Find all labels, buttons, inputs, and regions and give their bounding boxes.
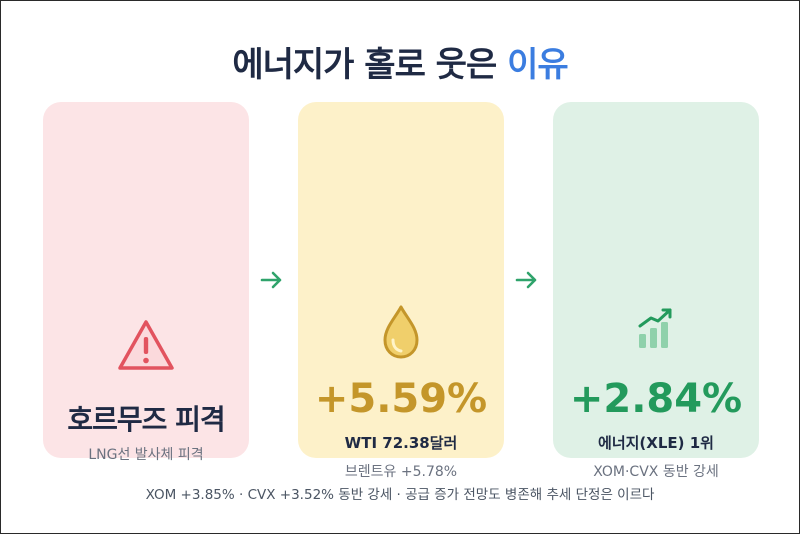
page-title: 에너지가 홀로 웃은 이유 bbox=[1, 37, 799, 86]
card-oil-sub: WTI 72.38달러 bbox=[344, 434, 458, 452]
card-oil: +5.59% WTI 72.38달러 브렌트유 +5.78% bbox=[298, 102, 504, 480]
footer-caption: XOM +3.85% · CVX +3.52% 동반 강세 · 공급 증가 전망… bbox=[145, 487, 655, 503]
title-main: 에너지가 홀로 웃은 bbox=[232, 45, 497, 85]
card-oil-note: 브렌트유 +5.78% bbox=[344, 464, 458, 480]
chart-up-icon bbox=[553, 306, 759, 366]
card-hormuz-headline: 호르무즈 피격 bbox=[67, 403, 225, 436]
warning-icon bbox=[43, 318, 249, 378]
card-oil-headline: +5.59% bbox=[314, 376, 488, 422]
arrow-right-icon bbox=[514, 269, 540, 291]
card-hormuz-note: LNG선 발사체 피격 bbox=[88, 447, 204, 463]
card-hormuz: 호르무즈 피격 LNG선 발사체 피격 bbox=[43, 102, 249, 463]
card-energy-note: XOM·CVX 동반 강세 bbox=[593, 464, 719, 480]
oil-drop-icon bbox=[298, 304, 504, 364]
card-energy-headline: +2.84% bbox=[569, 376, 743, 422]
card-energy: +2.84% 에너지(XLE) 1위 XOM·CVX 동반 강세 bbox=[553, 102, 759, 480]
card-energy-sub: 에너지(XLE) 1위 bbox=[598, 434, 714, 452]
title-accent: 이유 bbox=[507, 45, 569, 85]
arrow-right-icon bbox=[259, 269, 285, 291]
